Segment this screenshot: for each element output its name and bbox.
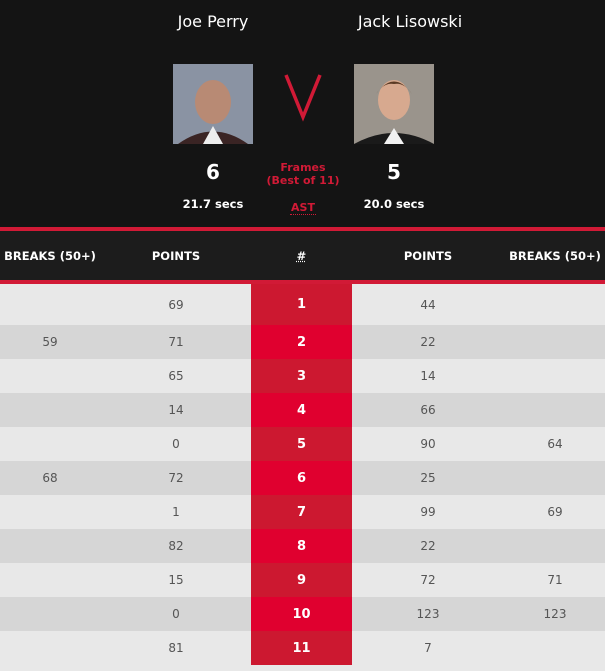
p2-break: 71 [547,573,563,587]
frame-number: 6 [251,461,352,495]
frame-number: 3 [251,359,352,393]
frame-number: 1 [251,284,352,325]
player1-frames: 6 [206,160,220,184]
p2-break: 69 [547,505,563,519]
frame-number: 5 [251,427,352,461]
p2-points: 90 [420,437,436,451]
frame-number: 8 [251,529,352,563]
p1-points: 82 [168,539,184,553]
p1-points: 72 [168,471,184,485]
p2-points: 66 [420,403,436,417]
p2-points: 123 [416,607,440,621]
p1-points: 15 [168,573,184,587]
player1-name[interactable]: Joe Perry [177,12,249,31]
frame-number: 7 [251,495,352,529]
header-p2-points: POINTS [403,249,453,263]
table-row: 59 71 2 22 [0,325,605,359]
p1-points: 81 [168,641,184,655]
p2-points: 22 [420,539,436,553]
p2-points: 44 [420,297,436,312]
p2-points: 99 [420,505,436,519]
table-header: BREAKS (50+) POINTS # POINTS BREAKS (50+… [0,231,605,280]
ast-abbreviation[interactable]: AST [290,201,316,215]
table-row: 69 1 44 [0,284,605,325]
frames-text: Frames [280,161,326,174]
frames-label: Frames (Best of 11) [253,161,353,187]
header-p1-breaks: BREAKS (50+) [4,249,96,263]
p1-points: 1 [172,505,180,519]
table-row: 0 10 123 123 [0,597,605,631]
p2-points: 14 [420,369,436,383]
match-header: Joe Perry Jack Lisowski 6 5 Frames (Best … [0,0,605,228]
table-row: 81 11 7 [0,631,605,665]
p2-points: 7 [424,641,432,655]
frame-number: 4 [251,393,352,427]
player2-name[interactable]: Jack Lisowski [357,12,463,31]
frame-number: 2 [251,325,352,359]
p1-points: 65 [168,369,184,383]
p2-break: 64 [547,437,563,451]
player1-avg-shot-time: 21.7 secs [182,197,244,211]
header-frame: # [296,249,307,263]
table-row: 68 72 6 25 [0,461,605,495]
frame-number: 10 [251,597,352,631]
p1-break: 59 [42,335,58,349]
p1-points: 0 [172,437,180,451]
divider [0,227,605,231]
p2-points: 72 [420,573,436,587]
p2-points: 25 [420,471,436,485]
table-row: 65 3 14 [0,359,605,393]
table-row: 1 7 99 69 [0,495,605,529]
table-row: 14 4 66 [0,393,605,427]
frame-number: 11 [251,631,352,665]
player2-frames: 5 [387,160,401,184]
p2-points: 22 [420,335,436,349]
header-p1-points: POINTS [151,249,201,263]
frames-table: 69 1 44 59 71 2 22 65 3 14 14 4 66 0 5 9… [0,284,605,665]
divider [0,280,605,284]
p1-points: 69 [168,297,184,312]
p1-break: 68 [42,471,58,485]
versus-icon [284,74,322,122]
header-p2-breaks: BREAKS (50+) [509,249,601,263]
table-row: 0 5 90 64 [0,427,605,461]
p1-points: 14 [168,403,184,417]
player2-photo [354,64,434,144]
player2-avg-shot-time: 20.0 secs [363,197,425,211]
best-of-text: (Best of 11) [266,174,340,187]
p1-points: 0 [172,607,180,621]
frame-number: 9 [251,563,352,597]
player1-photo [173,64,253,144]
p1-points: 71 [168,335,184,349]
table-row: 82 8 22 [0,529,605,563]
table-row: 15 9 72 71 [0,563,605,597]
p2-break: 123 [543,607,567,621]
